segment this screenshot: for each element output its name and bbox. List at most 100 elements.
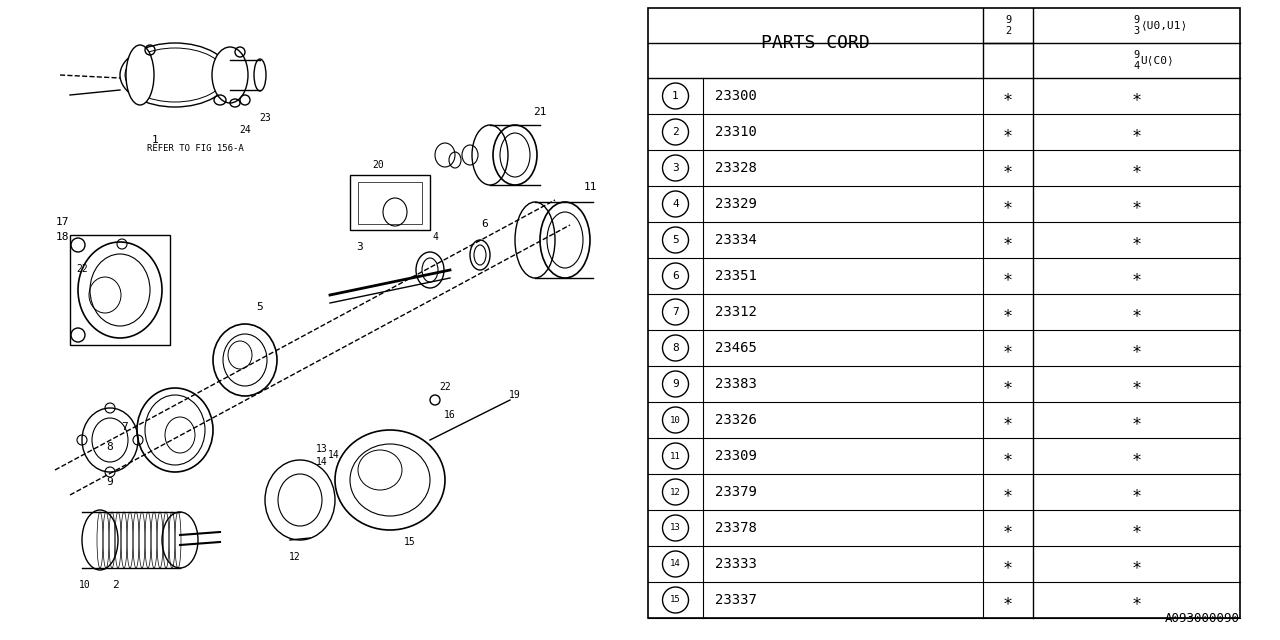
Text: 1: 1 bbox=[151, 135, 159, 145]
Text: 14: 14 bbox=[328, 450, 340, 460]
Ellipse shape bbox=[212, 47, 248, 103]
Text: 2: 2 bbox=[111, 580, 118, 590]
Ellipse shape bbox=[120, 43, 230, 107]
Text: 23: 23 bbox=[259, 113, 271, 123]
Text: ∗: ∗ bbox=[1004, 159, 1012, 177]
Text: 12: 12 bbox=[671, 488, 681, 497]
Text: 8: 8 bbox=[672, 343, 678, 353]
Text: ∗: ∗ bbox=[1132, 123, 1142, 141]
Text: 22: 22 bbox=[439, 382, 451, 392]
Text: ∗: ∗ bbox=[1132, 483, 1142, 501]
Text: 3: 3 bbox=[672, 163, 678, 173]
Text: ∗: ∗ bbox=[1132, 87, 1142, 105]
Text: 15: 15 bbox=[671, 595, 681, 605]
Text: 16: 16 bbox=[444, 410, 456, 420]
Text: ∗: ∗ bbox=[1132, 267, 1142, 285]
Text: 23337: 23337 bbox=[716, 593, 756, 607]
Bar bbox=[349, 175, 430, 230]
Text: 2: 2 bbox=[672, 127, 678, 137]
Text: 19: 19 bbox=[509, 390, 521, 400]
Ellipse shape bbox=[125, 45, 154, 105]
Text: 22: 22 bbox=[76, 264, 88, 274]
Text: 23378: 23378 bbox=[716, 521, 756, 535]
Text: 23465: 23465 bbox=[716, 341, 756, 355]
Text: 23383: 23383 bbox=[716, 377, 756, 391]
Text: ∗: ∗ bbox=[1132, 411, 1142, 429]
Text: 13: 13 bbox=[316, 444, 328, 454]
Text: ∗: ∗ bbox=[1132, 447, 1142, 465]
Text: 8: 8 bbox=[106, 442, 114, 452]
Text: ∗: ∗ bbox=[1004, 123, 1012, 141]
Text: 6: 6 bbox=[672, 271, 678, 281]
Text: ∗: ∗ bbox=[1132, 195, 1142, 213]
Text: ∗: ∗ bbox=[1004, 303, 1012, 321]
Text: ∗: ∗ bbox=[1004, 231, 1012, 249]
Text: 4: 4 bbox=[433, 232, 438, 242]
Text: 23333: 23333 bbox=[716, 557, 756, 571]
Text: 24: 24 bbox=[239, 125, 251, 135]
Text: ∗: ∗ bbox=[1004, 375, 1012, 393]
Bar bbox=[70, 235, 170, 345]
Text: 23326: 23326 bbox=[716, 413, 756, 427]
Text: 23328: 23328 bbox=[716, 161, 756, 175]
Text: ∗: ∗ bbox=[1004, 519, 1012, 537]
Ellipse shape bbox=[137, 388, 212, 472]
Text: 23329: 23329 bbox=[716, 197, 756, 211]
Text: 21: 21 bbox=[534, 107, 547, 117]
Text: PARTS CORD: PARTS CORD bbox=[762, 34, 870, 52]
Text: ∗: ∗ bbox=[1004, 339, 1012, 357]
Bar bbox=[358, 182, 422, 224]
Text: 20: 20 bbox=[372, 160, 384, 170]
Text: ∗: ∗ bbox=[1132, 303, 1142, 321]
Text: ∗: ∗ bbox=[1132, 159, 1142, 177]
Text: 13: 13 bbox=[671, 524, 681, 532]
Text: 10: 10 bbox=[671, 415, 681, 424]
Text: ∗: ∗ bbox=[1004, 483, 1012, 501]
Text: ⟨U0,U1⟩: ⟨U0,U1⟩ bbox=[1140, 20, 1188, 31]
Text: 1: 1 bbox=[672, 91, 678, 101]
Text: 4: 4 bbox=[672, 199, 678, 209]
Ellipse shape bbox=[212, 324, 276, 396]
Text: 7: 7 bbox=[122, 422, 128, 432]
Text: 11: 11 bbox=[584, 182, 596, 192]
Text: 7: 7 bbox=[672, 307, 678, 317]
Text: ∗: ∗ bbox=[1132, 231, 1142, 249]
Text: REFER TO FIG 156-A: REFER TO FIG 156-A bbox=[147, 143, 243, 152]
Text: 9
3: 9 3 bbox=[1133, 15, 1139, 36]
Text: 9: 9 bbox=[106, 477, 114, 487]
Text: 23312: 23312 bbox=[716, 305, 756, 319]
Text: ∗: ∗ bbox=[1004, 447, 1012, 465]
Text: ∗: ∗ bbox=[1132, 591, 1142, 609]
Ellipse shape bbox=[493, 125, 538, 185]
Text: 5: 5 bbox=[256, 302, 264, 312]
Ellipse shape bbox=[78, 242, 163, 338]
Text: 11: 11 bbox=[671, 451, 681, 461]
Text: ∗: ∗ bbox=[1004, 87, 1012, 105]
Text: 15: 15 bbox=[404, 537, 416, 547]
Text: 5: 5 bbox=[672, 235, 678, 245]
Text: 3: 3 bbox=[357, 242, 364, 252]
Text: A093000090: A093000090 bbox=[1165, 612, 1240, 625]
Text: 23351: 23351 bbox=[716, 269, 756, 283]
Bar bbox=[648, 8, 1240, 618]
Text: ∗: ∗ bbox=[1132, 339, 1142, 357]
Text: 10: 10 bbox=[79, 580, 91, 590]
Text: 23309: 23309 bbox=[716, 449, 756, 463]
Text: 17: 17 bbox=[55, 217, 69, 227]
Text: ∗: ∗ bbox=[1004, 411, 1012, 429]
Text: U⟨C0⟩: U⟨C0⟩ bbox=[1140, 56, 1174, 65]
Text: ∗: ∗ bbox=[1004, 267, 1012, 285]
Text: 23334: 23334 bbox=[716, 233, 756, 247]
Text: 9
2: 9 2 bbox=[1005, 15, 1011, 36]
Text: 23300: 23300 bbox=[716, 89, 756, 103]
Text: 18: 18 bbox=[55, 232, 69, 242]
Text: 14: 14 bbox=[316, 457, 328, 467]
Text: 23379: 23379 bbox=[716, 485, 756, 499]
Ellipse shape bbox=[540, 202, 590, 278]
Text: 9
4: 9 4 bbox=[1133, 50, 1139, 71]
Text: 14: 14 bbox=[671, 559, 681, 568]
Text: 6: 6 bbox=[481, 219, 489, 229]
Text: ∗: ∗ bbox=[1004, 195, 1012, 213]
Text: 23310: 23310 bbox=[716, 125, 756, 139]
Text: ∗: ∗ bbox=[1132, 375, 1142, 393]
